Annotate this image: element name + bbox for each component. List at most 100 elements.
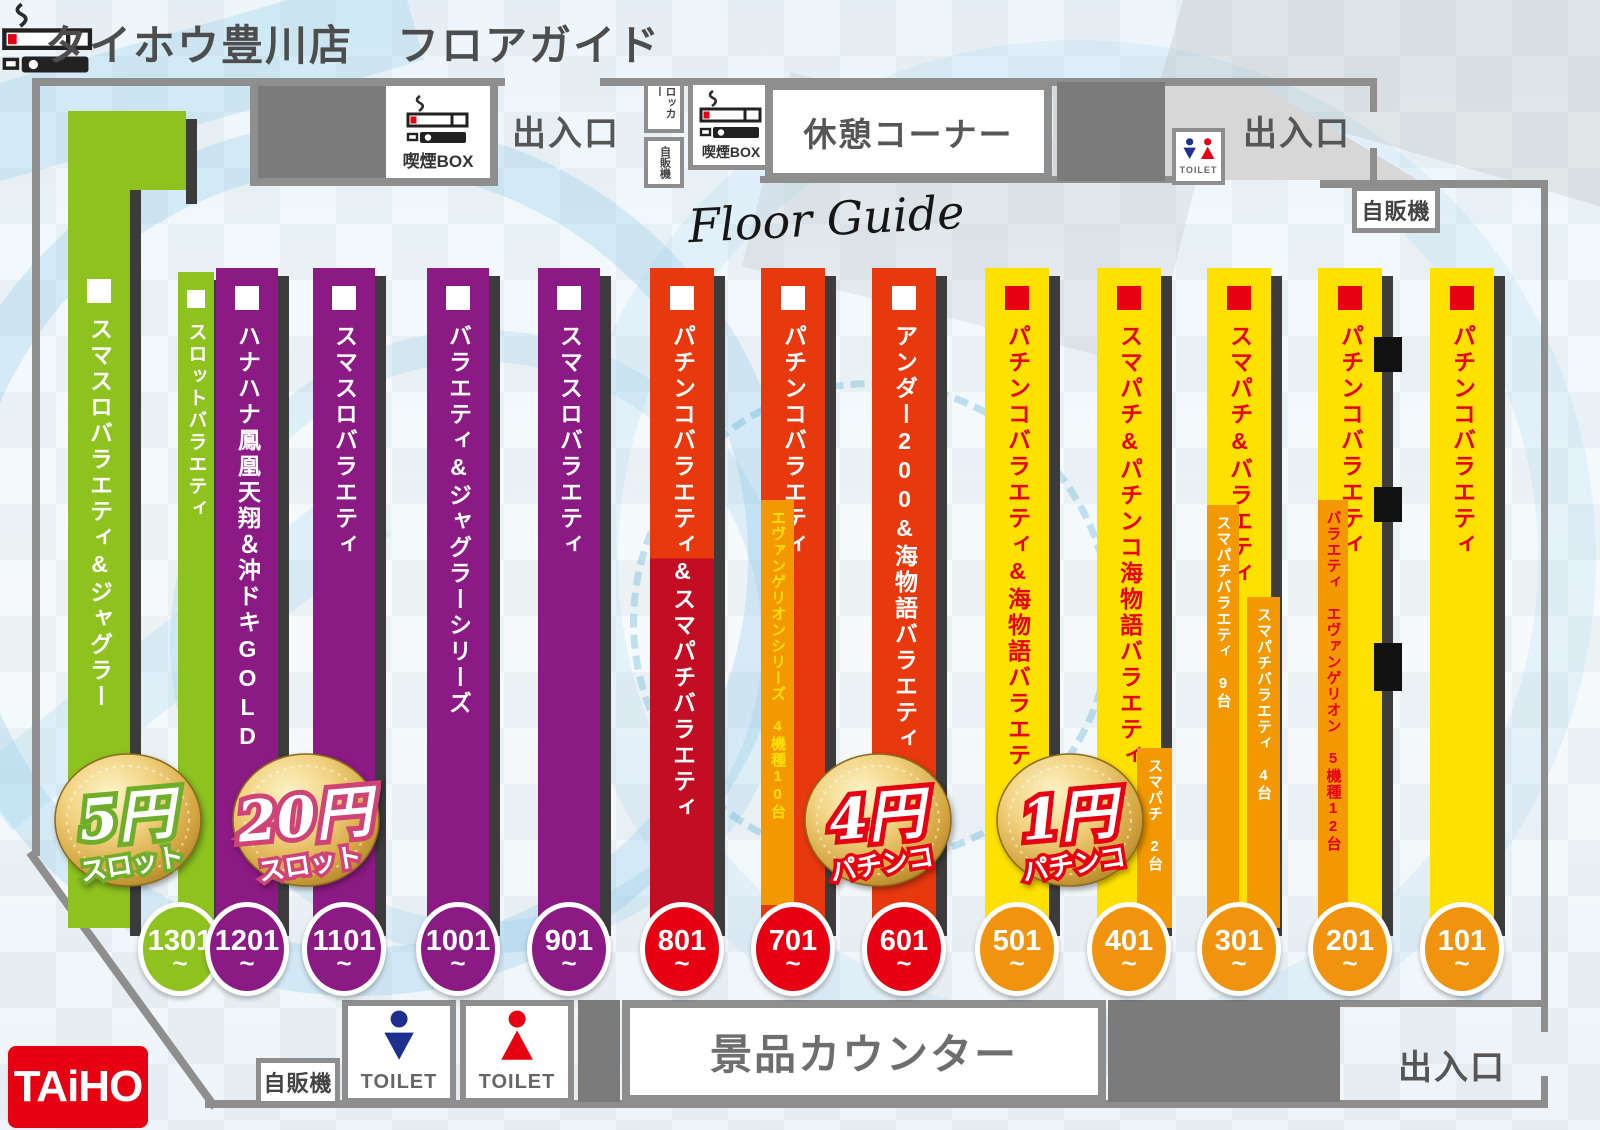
- range-badge-number: 1101: [312, 924, 376, 957]
- machine-sub-strip-label: エヴァンゲリオンシリーズ 4機種10台: [769, 510, 786, 820]
- range-badge-tilde: ~: [450, 947, 466, 978]
- machine-row-label: パチンコバラエティ: [1449, 324, 1476, 558]
- rest-corner-label: 休憩コーナー: [803, 115, 1014, 153]
- column-shadow: [1494, 276, 1505, 936]
- range-badge-1001: 1001 ~: [416, 902, 500, 996]
- machine-row-label: スマスロバラエティ: [556, 324, 583, 558]
- taiho-logo: TAiHO: [8, 1046, 148, 1128]
- machine-row-label: アンダー200&海物語バラエティ: [891, 324, 918, 752]
- price-medal-1円: 1円 パチンコ: [995, 752, 1145, 897]
- smoking-box-2: 喫煙BOX: [688, 80, 774, 170]
- backroom-top: [1057, 82, 1165, 181]
- svg-text:1円: 1円: [1018, 779, 1126, 854]
- machine-sub-strip-label: バラエティ エヴァンゲリオン 5機種12台: [1324, 510, 1342, 852]
- toilet-woman-icon: [1200, 138, 1214, 160]
- row-marker-square: [1338, 286, 1362, 310]
- column-shadow: [600, 276, 611, 936]
- wall-topright-horizontal: [1320, 180, 1548, 188]
- price-medal-5円: 5円 スロット: [53, 752, 203, 897]
- range-badge-901: 901 ~: [527, 902, 611, 996]
- machine-row-label: バラエティ&ジャグラーシリーズ: [445, 324, 472, 717]
- range-badge-tilde: ~: [1231, 947, 1247, 978]
- range-badge-801: 801 ~: [640, 902, 724, 996]
- machine-row-label: スマスロバラエティ&ジャグラー: [86, 317, 113, 710]
- row-marker-square: [1117, 286, 1141, 310]
- column-shadow: [714, 276, 725, 936]
- column-shadow: [1382, 276, 1393, 936]
- machine-row-label: スロットバラエティ: [185, 322, 207, 520]
- range-badge-tilde: ~: [896, 947, 912, 978]
- smoking-box-1-label: 喫煙BOX: [402, 151, 474, 171]
- cigarette-icon: [699, 89, 762, 138]
- range-badge-tilde: ~: [336, 947, 352, 978]
- range-badge-tilde: ~: [1342, 947, 1358, 978]
- machine-row-label: パチンコバラエティ&海物語バラエティ: [1004, 324, 1031, 795]
- range-badge-301: 301 ~: [1197, 902, 1281, 996]
- range-badge-tilde: ~: [1454, 947, 1470, 978]
- toilet-men-label: TOILET: [360, 1071, 438, 1093]
- machine-row-column: バラエティ&ジャグラーシリーズ: [427, 268, 489, 928]
- column-shadow: [278, 276, 289, 936]
- pillar-block: [1374, 643, 1402, 691]
- column-shadow: [375, 276, 386, 936]
- machine-sub-strip-label: スマパチバラエティ 9台: [1214, 515, 1232, 709]
- range-badge-tilde: ~: [1009, 947, 1025, 978]
- toilet-man-icon: [384, 1010, 414, 1060]
- range-badge-1101: 1101 ~: [302, 902, 386, 996]
- range-badge-tilde: ~: [239, 947, 255, 978]
- column-extension: [130, 111, 186, 190]
- range-badge-1201: 1201 ~: [205, 902, 289, 996]
- range-badge-number: 301: [1214, 924, 1264, 957]
- range-badge-number: 101: [1437, 924, 1487, 957]
- machine-sub-strip: スマパチ 2台: [1137, 748, 1172, 928]
- vending-bottom-label: 自販機: [263, 1071, 333, 1096]
- range-badge-number: 901: [544, 924, 594, 957]
- smoking-box-2-label: 喫煙BOX: [701, 144, 761, 160]
- toilet-top-label: TOILET: [1179, 165, 1218, 175]
- column-shadow: [1049, 276, 1060, 936]
- range-badge-number: 1201: [214, 924, 280, 957]
- machine-sub-strip: エヴァンゲリオンシリーズ 4機種10台: [761, 500, 794, 905]
- row-marker-square: [332, 286, 356, 310]
- toilet-woman-icon: [499, 1010, 535, 1067]
- entrance-bottom: 出入口: [1398, 1049, 1506, 1087]
- vending-box-bottom: 自販機: [256, 1058, 340, 1106]
- range-badge-tilde: ~: [1121, 947, 1137, 978]
- range-badge-number: 1001: [425, 924, 491, 957]
- range-badge-401: 401 ~: [1087, 902, 1171, 996]
- toilet-box-women: TOILET: [460, 1000, 574, 1104]
- row-marker-square: [557, 286, 581, 310]
- cigarette-icon: [406, 94, 469, 143]
- price-medal-20円: 20円 スロット: [229, 752, 387, 897]
- toilet-woman-icon: [501, 1010, 533, 1060]
- machine-row-label: スマスロバラエティ: [331, 324, 358, 558]
- svg-text:5円: 5円: [76, 779, 184, 854]
- wall-door-stub-upper: [1370, 86, 1377, 112]
- rest-corner-box: 休憩コーナー: [765, 82, 1052, 181]
- row-marker-square: [446, 286, 470, 310]
- row-marker-square: [235, 286, 259, 310]
- toilet-box-top: TOILET: [1172, 128, 1225, 185]
- range-badge-501: 501 ~: [975, 902, 1059, 996]
- machine-sub-strip: スマパチバラエティ 9台: [1207, 505, 1239, 928]
- vending-box-right: 自販機: [1352, 186, 1440, 233]
- wall-exit-top: [1340, 1000, 1548, 1007]
- toilet-man-icon: [1183, 138, 1197, 160]
- toilet-man-icon: [381, 1010, 417, 1067]
- row-marker-square: [1227, 286, 1251, 310]
- column-extension-shadow: [186, 119, 197, 204]
- row-marker-square: [187, 290, 205, 308]
- svg-text:4円: 4円: [826, 779, 934, 854]
- wall-right-lower-stub: [1541, 1076, 1548, 1108]
- row-marker-square: [1005, 286, 1029, 310]
- row-marker-square: [892, 286, 916, 310]
- machine-sub-strip-label: スマパチバラエティ 4台: [1255, 607, 1272, 801]
- vending-right-label: 自販機: [1361, 198, 1431, 224]
- range-badge-number: 401: [1104, 924, 1154, 957]
- column-shadow: [936, 276, 947, 936]
- machine-sub-strip-label: スマパチ 2台: [1146, 758, 1163, 872]
- column-shadow: [130, 119, 141, 936]
- range-badge-701: 701 ~: [751, 902, 835, 996]
- column-shadow: [489, 276, 500, 936]
